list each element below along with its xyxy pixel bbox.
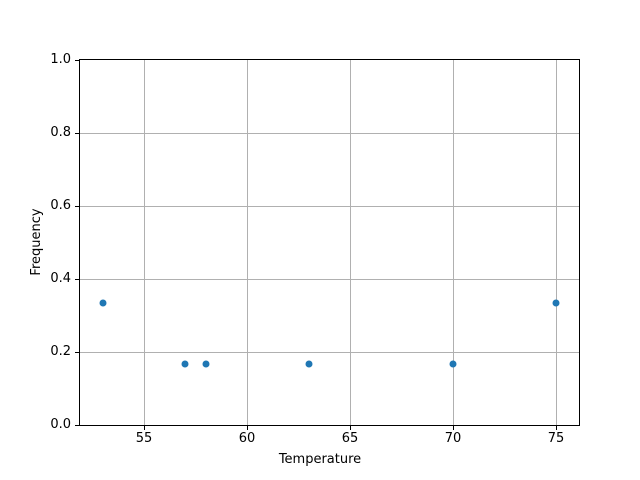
h-gridline [80, 352, 579, 353]
y-tick-label: 0.6 [50, 198, 71, 213]
x-tick [144, 426, 145, 430]
data-point [449, 360, 457, 368]
v-gridline [247, 60, 248, 425]
x-tick [247, 426, 248, 430]
h-gridline [80, 133, 579, 134]
x-tick-label: 70 [444, 431, 462, 446]
x-tick [350, 426, 351, 430]
v-gridline [350, 60, 351, 425]
y-tick-label: 1.0 [50, 52, 71, 67]
y-tick [75, 352, 79, 353]
v-gridline [556, 60, 557, 425]
x-tick-label: 60 [238, 431, 256, 446]
plot-area [79, 59, 580, 426]
y-tick-label: 0.4 [50, 271, 71, 286]
data-point [181, 360, 189, 368]
x-tick-label: 55 [135, 431, 153, 446]
data-point [99, 299, 107, 307]
y-tick-label: 0.0 [50, 417, 71, 432]
y-tick-label: 0.2 [50, 344, 71, 359]
v-gridline [453, 60, 454, 425]
x-tick-label: 75 [547, 431, 565, 446]
x-tick [556, 426, 557, 430]
y-tick [75, 133, 79, 134]
y-tick [75, 279, 79, 280]
y-tick-label: 0.8 [50, 125, 71, 140]
h-gridline [80, 279, 579, 280]
y-tick [75, 425, 79, 426]
v-gridline [144, 60, 145, 425]
x-axis-label: Temperature [278, 452, 362, 467]
y-axis-label: Frequency [29, 207, 44, 276]
data-point [552, 299, 560, 307]
data-point [305, 360, 313, 368]
h-gridline [80, 206, 579, 207]
x-tick [453, 426, 454, 430]
y-tick [75, 60, 79, 61]
y-tick [75, 206, 79, 207]
x-tick-label: 65 [341, 431, 359, 446]
data-point [202, 360, 210, 368]
